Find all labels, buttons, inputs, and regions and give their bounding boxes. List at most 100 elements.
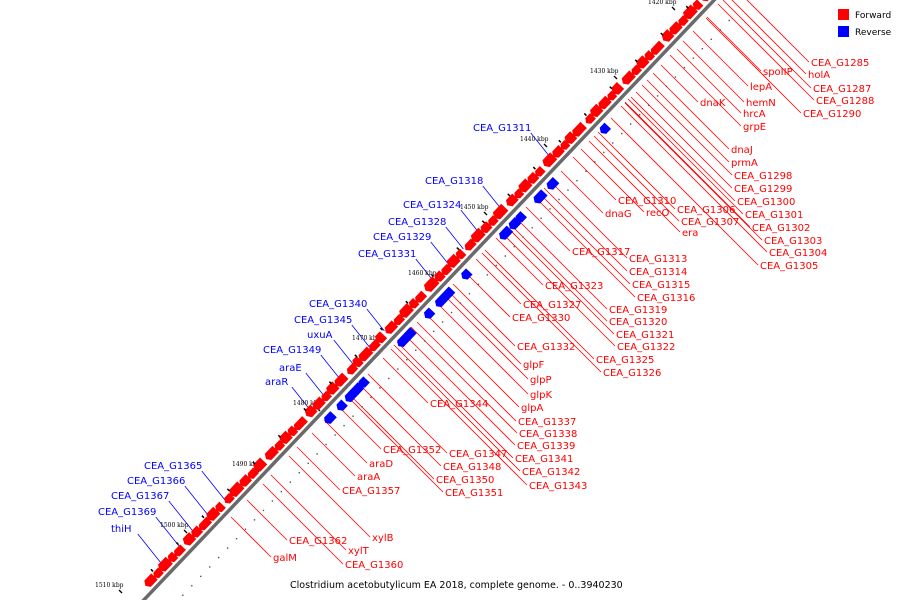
- forward-gene[interactable]: [304, 404, 318, 418]
- forward-gene[interactable]: [408, 297, 420, 309]
- forward-gene[interactable]: [636, 55, 650, 69]
- forward-gene[interactable]: [621, 70, 636, 85]
- forward-gene[interactable]: [279, 430, 293, 445]
- gene-label-cea-g1321[interactable]: CEA_G1321: [616, 330, 674, 341]
- reverse-gene[interactable]: [499, 225, 514, 240]
- gene-label-cea-g1307[interactable]: CEA_G1307: [681, 217, 739, 228]
- gene-label-cea-g1325[interactable]: CEA_G1325: [596, 355, 654, 366]
- forward-gene[interactable]: [352, 355, 364, 368]
- gene-label-era[interactable]: era: [682, 228, 698, 239]
- forward-gene[interactable]: [182, 532, 197, 546]
- gene-label-dnak[interactable]: dnaK: [700, 98, 726, 109]
- gene-label-xylt[interactable]: xylT: [348, 546, 370, 557]
- gene-label-cea-g1299[interactable]: CEA_G1299: [734, 184, 792, 195]
- forward-gene[interactable]: [358, 346, 374, 362]
- gene-label-cea-g1316[interactable]: CEA_G1316: [637, 293, 695, 304]
- forward-gene[interactable]: [384, 320, 399, 334]
- gene-label-cea-g1366[interactable]: CEA_G1366: [127, 476, 185, 487]
- gene-label-cea-g1357[interactable]: CEA_G1357: [342, 486, 400, 497]
- gene-label-cea-g1362[interactable]: CEA_G1362: [289, 536, 347, 547]
- gene-label-galm[interactable]: galM: [273, 553, 297, 564]
- gene-label-uxua[interactable]: uxuA: [307, 330, 333, 341]
- gene-label-reco[interactable]: recO: [646, 208, 670, 219]
- gene-label-cea-g1343[interactable]: CEA_G1343: [529, 481, 587, 492]
- gene-label-glpk[interactable]: glpK: [530, 390, 552, 401]
- forward-gene[interactable]: [488, 215, 499, 226]
- gene-label-cea-g1369[interactable]: CEA_G1369: [98, 507, 156, 518]
- forward-gene[interactable]: [153, 567, 164, 579]
- forward-gene[interactable]: [683, 4, 698, 20]
- gene-label-cea-g1347[interactable]: CEA_G1347: [449, 449, 507, 460]
- gene-label-cea-g1352[interactable]: CEA_G1352: [383, 445, 441, 456]
- forward-gene[interactable]: [346, 363, 359, 375]
- forward-gene[interactable]: [415, 290, 428, 303]
- gene-label-cea-g1323[interactable]: CEA_G1323: [545, 281, 603, 292]
- gene-label-cea-g1319[interactable]: CEA_G1319: [609, 305, 667, 316]
- gene-label-cea-g1314[interactable]: CEA_G1314: [629, 267, 687, 278]
- forward-gene[interactable]: [518, 178, 533, 193]
- forward-gene[interactable]: [228, 481, 245, 497]
- gene-label-cea-g1315[interactable]: CEA_G1315: [632, 280, 690, 291]
- forward-gene[interactable]: [423, 276, 440, 292]
- gene-label-spoiip[interactable]: spoIIP: [763, 67, 793, 78]
- forward-gene[interactable]: [167, 551, 179, 563]
- forward-gene[interactable]: [650, 40, 665, 55]
- gene-label-araa[interactable]: araA: [357, 472, 380, 483]
- forward-gene[interactable]: [368, 339, 381, 352]
- gene-label-cea-g1313[interactable]: CEA_G1313: [629, 254, 687, 265]
- gene-label-cea-g1350[interactable]: CEA_G1350: [436, 475, 494, 486]
- gene-label-cea-g1298[interactable]: CEA_G1298: [734, 171, 792, 182]
- forward-gene[interactable]: [158, 556, 173, 572]
- gene-label-cea-g1330[interactable]: CEA_G1330: [512, 313, 570, 324]
- gene-label-cea-g1349[interactable]: CEA_G1349: [263, 345, 321, 356]
- forward-gene[interactable]: [247, 467, 259, 479]
- forward-gene[interactable]: [598, 95, 612, 110]
- reverse-gene[interactable]: [515, 211, 527, 223]
- reverse-gene[interactable]: [508, 216, 522, 230]
- forward-gene[interactable]: [274, 439, 286, 451]
- gene-label-grpe[interactable]: grpE: [743, 122, 766, 133]
- gene-label-cea-g1337[interactable]: CEA_G1337: [518, 417, 576, 428]
- forward-gene[interactable]: [375, 331, 388, 344]
- gene-label-cea-g1332[interactable]: CEA_G1332: [517, 342, 575, 353]
- reverse-gene[interactable]: [344, 387, 359, 403]
- gene-label-lepa[interactable]: lepA: [750, 82, 772, 93]
- gene-label-cea-g1322[interactable]: CEA_G1322: [617, 342, 675, 353]
- gene-label-cea-g1305[interactable]: CEA_G1305: [760, 261, 818, 272]
- gene-label-hrca[interactable]: hrcA: [743, 109, 766, 120]
- gene-label-cea-g1288[interactable]: CEA_G1288: [816, 96, 874, 107]
- forward-gene[interactable]: [552, 145, 565, 158]
- forward-gene[interactable]: [441, 263, 453, 276]
- reverse-gene[interactable]: [546, 177, 560, 190]
- forward-gene[interactable]: [506, 193, 519, 207]
- forward-gene[interactable]: [527, 171, 540, 184]
- gene-label-cea-g1324[interactable]: CEA_G1324: [403, 200, 461, 211]
- gene-label-cea-g1303[interactable]: CEA_G1303: [764, 236, 822, 247]
- reverse-gene[interactable]: [324, 411, 337, 424]
- forward-gene[interactable]: [239, 474, 253, 487]
- gene-label-prma[interactable]: prmA: [731, 158, 758, 169]
- gene-label-cea-g1338[interactable]: CEA_G1338: [519, 429, 577, 440]
- gene-label-cea-g1290[interactable]: CEA_G1290: [803, 109, 861, 120]
- gene-label-glpa[interactable]: glpA: [521, 403, 543, 414]
- gene-label-cea-g1317[interactable]: CEA_G1317: [572, 247, 630, 258]
- gene-label-thih[interactable]: thiH: [111, 524, 132, 535]
- forward-gene[interactable]: [661, 29, 675, 42]
- gene-label-cea-g1287[interactable]: CEA_G1287: [813, 84, 871, 95]
- forward-gene[interactable]: [464, 238, 477, 251]
- reverse-gene[interactable]: [358, 376, 370, 388]
- forward-gene[interactable]: [585, 113, 596, 124]
- forward-gene[interactable]: [224, 492, 235, 504]
- gene-label-cea-g1326[interactable]: CEA_G1326: [603, 368, 661, 379]
- gene-label-cea-g1311[interactable]: CEA_G1311: [473, 123, 531, 134]
- forward-gene[interactable]: [293, 416, 308, 431]
- forward-gene[interactable]: [206, 506, 221, 521]
- forward-gene[interactable]: [173, 544, 186, 557]
- forward-gene[interactable]: [334, 372, 349, 387]
- gene-label-cea-g1367[interactable]: CEA_G1367: [111, 491, 169, 502]
- forward-gene[interactable]: [669, 21, 683, 35]
- forward-gene[interactable]: [264, 445, 279, 460]
- forward-gene[interactable]: [321, 390, 333, 402]
- gene-label-cea-g1340[interactable]: CEA_G1340: [309, 299, 367, 310]
- gene-label-glpf[interactable]: glpF: [523, 360, 544, 371]
